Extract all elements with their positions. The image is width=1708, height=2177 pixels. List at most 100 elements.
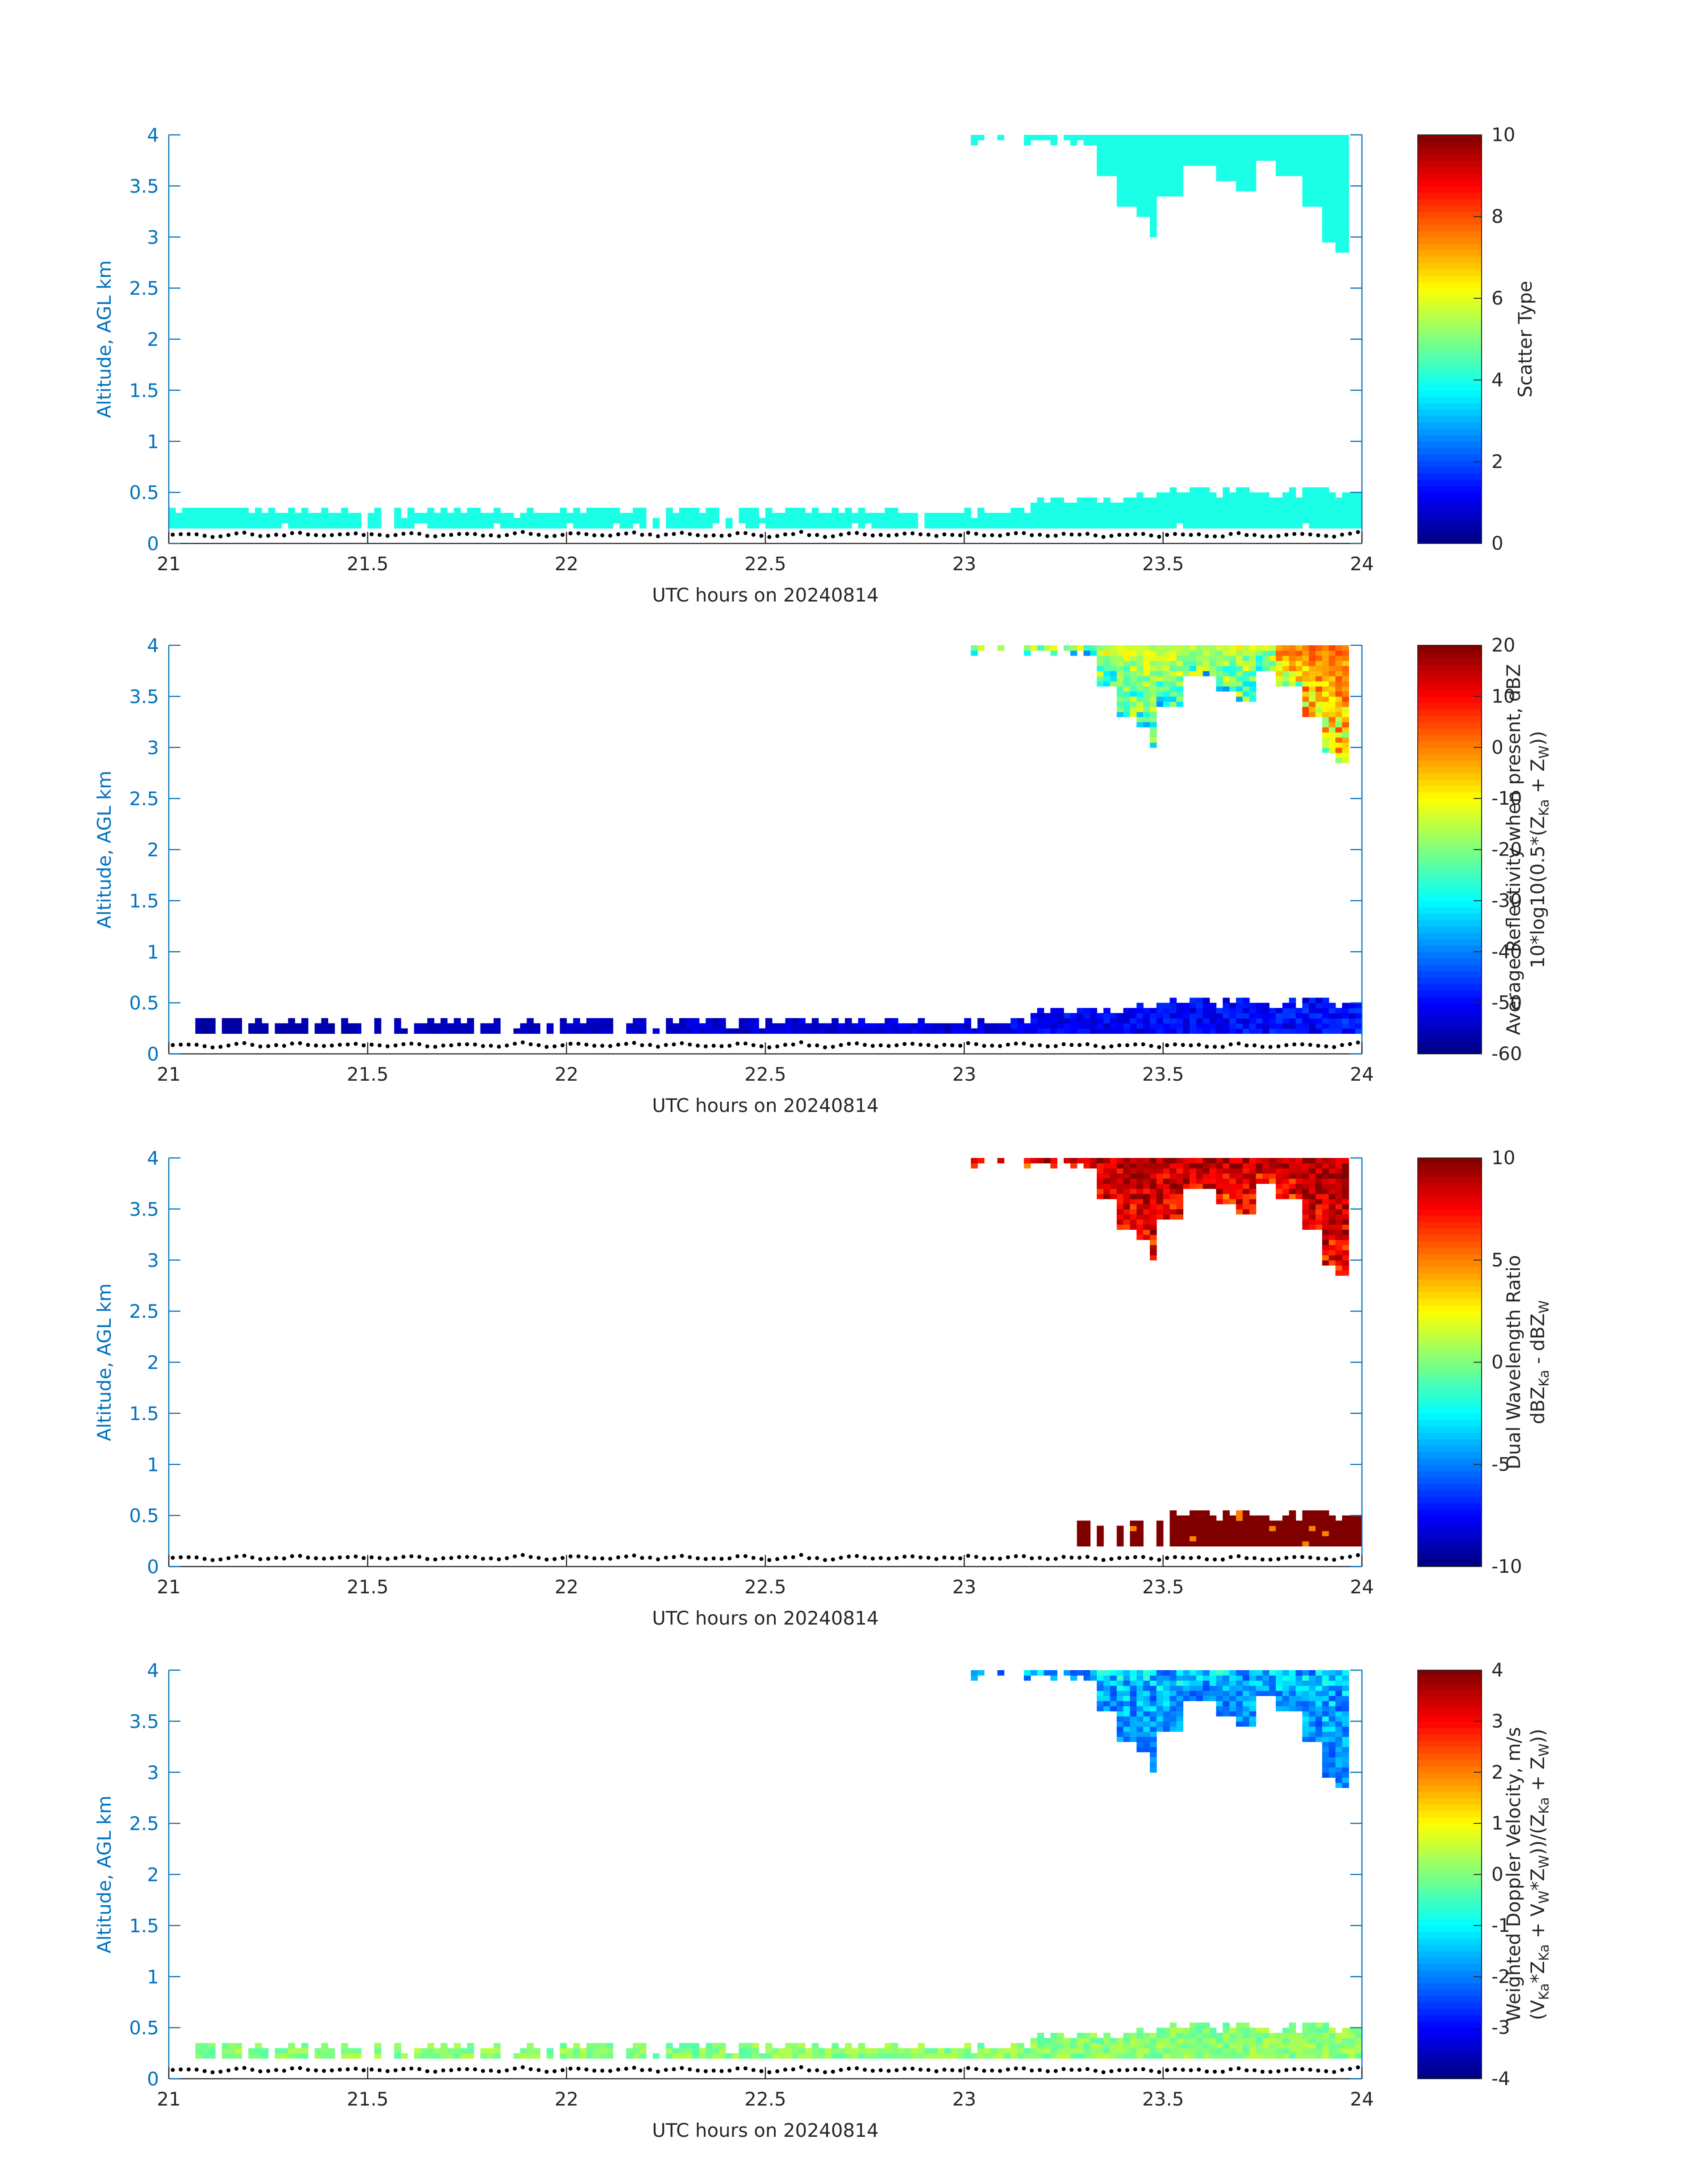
heatmap-cell [1328,1028,1336,1034]
heatmap-cell [692,2043,700,2049]
heatmap-cell [341,513,348,518]
colorbar-tick-label: 2 [1491,451,1503,472]
colorbar-step [1418,862,1482,869]
heatmap-cell [1322,1003,1329,1008]
ground-marker [234,2067,238,2071]
heatmap-cell [421,513,428,518]
heatmap-cell [1236,1701,1243,1706]
heatmap-cell [1190,1013,1197,1019]
heatmap-cell [1130,1721,1137,1727]
ground-marker [1030,1556,1034,1560]
heatmap-cell [1242,686,1250,692]
heatmap-cell [1150,1680,1157,1686]
colorbar-step [1418,524,1482,531]
ground-marker [282,2068,286,2073]
ground-marker [688,1042,692,1047]
heatmap-cell [1203,160,1210,166]
heatmap-cell [261,523,269,529]
heatmap-cell [1209,1536,1217,1542]
heatmap-cell [1090,2048,1097,2054]
heatmap-cell [593,507,600,514]
heatmap-cell [1289,523,1296,529]
heatmap-cell [374,2053,381,2059]
heatmap-cell [1309,701,1316,707]
heatmap-cell [1289,492,1296,498]
heatmap-cell [831,1018,839,1024]
y-tick-label: 3.5 [129,1710,159,1732]
heatmap-cell [1335,155,1343,161]
colorbar-step [1418,977,1482,984]
heatmap-cell [1130,1214,1137,1220]
heatmap-cell [811,523,819,529]
ground-marker [1332,1045,1336,1049]
colorbar-step [1418,454,1482,461]
heatmap-cell [1169,1711,1177,1717]
heatmap-cell [1342,145,1349,151]
ground-marker [322,1044,326,1048]
heatmap-cell [268,513,276,518]
heatmap-cell [1355,492,1362,498]
heatmap-cell [1090,645,1097,651]
heatmap-cell [1097,1018,1104,1024]
heatmap-cell [1203,1013,1210,1019]
colorbar-step [1418,1228,1482,1235]
heatmap-cell [1315,497,1323,503]
ground-marker [1030,1044,1034,1048]
heatmap-cell [1223,1018,1230,1024]
heatmap-cell [1276,1696,1283,1701]
heatmap-cell [308,518,315,523]
heatmap-cell [1163,135,1170,141]
heatmap-cell [1229,1680,1236,1686]
ground-marker [1061,1042,1066,1046]
heatmap-cell [1156,696,1164,702]
ground-marker [1157,1045,1161,1049]
heatmap-cell [1196,1023,1203,1029]
heatmap-cell [1130,706,1137,712]
heatmap-cell [586,2043,593,2049]
colorbar-step [1418,416,1482,423]
heatmap-cell [1328,1249,1336,1256]
heatmap-cell [1123,676,1131,681]
ground-marker [441,533,446,537]
heatmap-cell [1116,676,1124,681]
heatmap-cell [1282,1028,1290,1034]
heatmap-cell [1183,650,1190,656]
colorbar-step [1418,288,1482,295]
heatmap-cell [1083,2053,1091,2059]
ground-marker [202,1044,207,1049]
colorbar-label: Scatter Type [1514,281,1536,397]
heatmap-cell [1322,186,1329,192]
heatmap-cell [1130,2053,1137,2059]
heatmap-cell [1328,1173,1336,1179]
heatmap-cell [1150,221,1157,227]
colorbar-step [1418,1183,1482,1191]
heatmap-cell [1103,502,1111,508]
heatmap-cell [1322,665,1329,671]
heatmap-cell [1216,1685,1223,1691]
heatmap-cell [977,1158,985,1164]
colorbar-step [1418,1766,1482,1773]
heatmap-cell [447,1023,455,1029]
colorbar-step [1418,824,1482,831]
heatmap-cell [1169,1018,1177,1024]
heatmap-cell [1169,1194,1177,1199]
heatmap-cell [1335,1757,1343,1763]
colorbar-step [1418,1317,1482,1325]
heatmap-cell [1156,165,1164,171]
heatmap-cell [1143,145,1150,151]
heatmap-cell [1276,665,1283,671]
ground-marker [465,2067,469,2071]
heatmap-cell [1169,2053,1177,2059]
heatmap-cell [1249,135,1257,141]
heatmap-cell [480,523,488,529]
heatmap-cell [1289,1521,1296,1526]
heatmap-cell [1169,681,1177,687]
heatmap-cell [1097,1028,1104,1034]
heatmap-cell [1203,507,1210,514]
heatmap-cell [1209,655,1217,661]
heatmap-cell [507,513,514,518]
heatmap-cell [752,507,759,514]
heatmap-cell [931,513,938,518]
ground-marker [1006,1042,1010,1047]
heatmap-cell [1289,2053,1296,2059]
